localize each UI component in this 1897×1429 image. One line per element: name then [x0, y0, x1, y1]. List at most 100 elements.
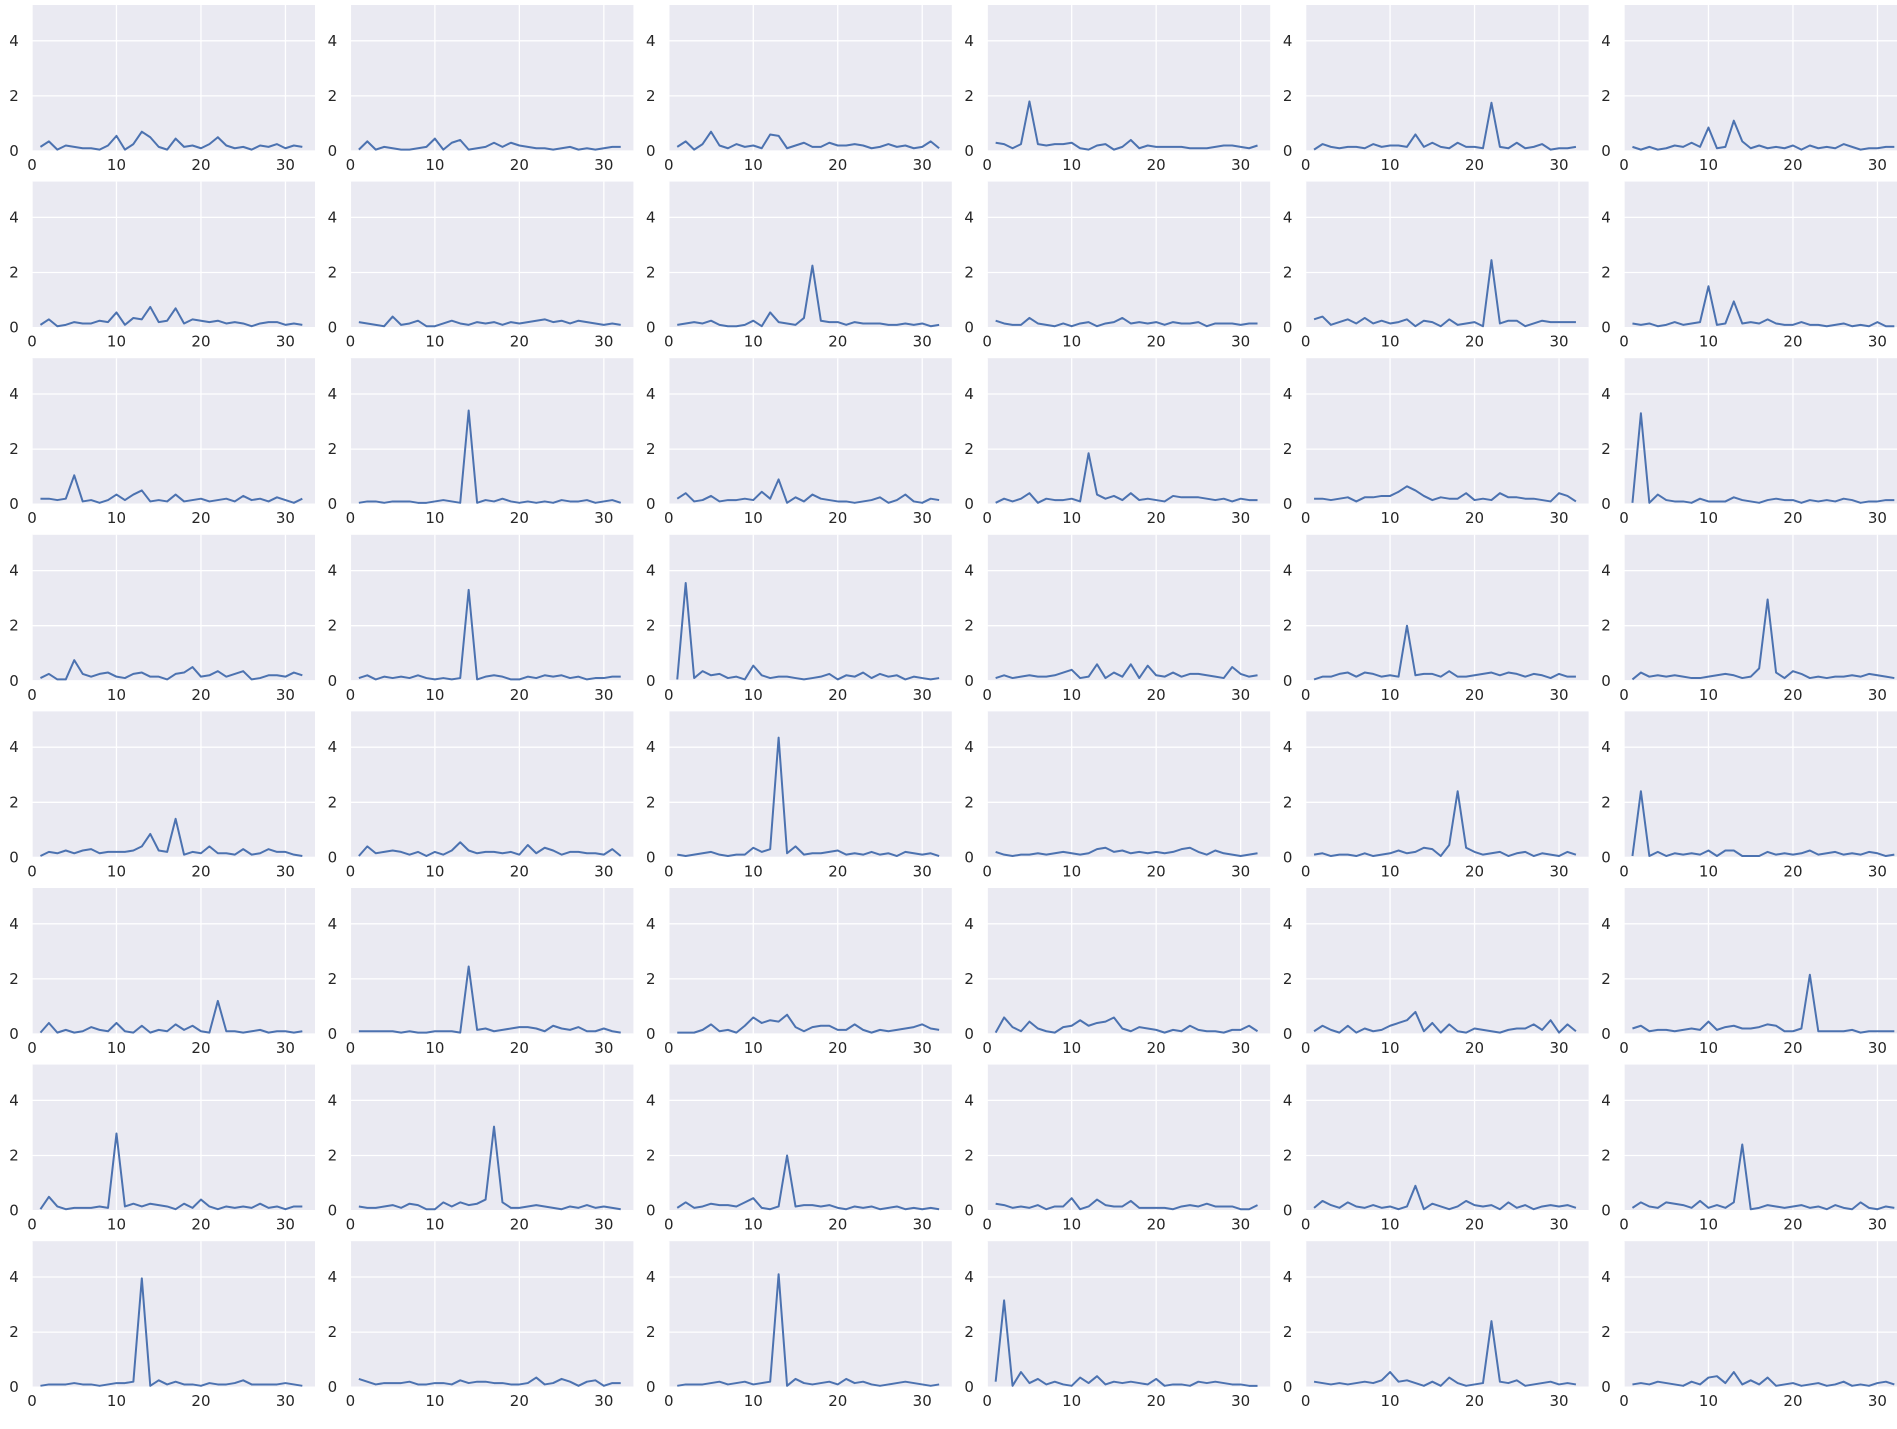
y-tick-label: 0 [328, 142, 338, 160]
plot-area [350, 888, 634, 1034]
x-tick-label: 0 [27, 1392, 37, 1410]
y-tick-label: 4 [328, 1091, 338, 1109]
x-tick-label: 0 [346, 1392, 356, 1410]
x-tick-label: 10 [425, 1216, 444, 1234]
x-tick-label: 20 [510, 156, 529, 174]
y-tick-label: 4 [9, 32, 19, 50]
y-tick-label: 2 [9, 440, 19, 458]
x-tick-label: 30 [1868, 686, 1887, 704]
y-tick-label: 0 [1283, 1202, 1293, 1220]
x-tick-label: 20 [1465, 1216, 1484, 1234]
panel-r5-c5: 0 10 20 30 0 2 4 [1283, 711, 1589, 880]
y-tick-label: 4 [328, 32, 338, 50]
y-tick-label: 2 [328, 264, 338, 282]
x-tick-label: 10 [744, 1392, 763, 1410]
series-line [995, 452, 1258, 504]
panel-r1-c2: 0 10 20 30 0 2 4 [328, 5, 634, 174]
plot-area [350, 5, 634, 151]
y-tick-label: 2 [1283, 1147, 1293, 1165]
y-tick-label: 0 [328, 672, 338, 690]
y-tick-label: 0 [964, 848, 974, 866]
plot-area [350, 358, 634, 505]
y-tick-label: 2 [328, 970, 338, 988]
series-line [358, 588, 621, 681]
x-tick-label: 0 [982, 1039, 992, 1057]
series-line [40, 474, 303, 504]
x-tick-label: 0 [1619, 156, 1629, 174]
x-tick-label: 30 [594, 686, 613, 704]
x-tick-label: 20 [510, 1392, 529, 1410]
x-tick-label: 0 [346, 686, 356, 704]
y-tick-label: 4 [9, 385, 19, 403]
y-tick-label: 2 [964, 1323, 974, 1341]
y-tick-label: 0 [646, 1025, 656, 1043]
x-tick-label: 10 [744, 862, 763, 880]
y-tick-label: 0 [328, 495, 338, 513]
x-tick-label: 20 [1465, 686, 1484, 704]
x-tick-label: 0 [1301, 862, 1311, 880]
x-tick-label: 20 [191, 862, 210, 880]
x-tick-label: 10 [425, 509, 444, 527]
x-tick-label: 10 [107, 333, 126, 351]
panel-r6-c1: 0 10 20 30 0 2 4 [9, 888, 315, 1057]
series-line [1314, 485, 1577, 503]
y-tick-label: 0 [964, 142, 974, 160]
series-line [1631, 598, 1895, 681]
x-tick-label: 30 [594, 156, 613, 174]
x-tick-label: 0 [27, 333, 37, 351]
x-tick-label: 30 [1549, 1216, 1568, 1234]
series-line [995, 846, 1258, 858]
y-tick-label: 2 [1283, 440, 1293, 458]
y-tick-label: 0 [1601, 1025, 1611, 1043]
y-tick-label: 2 [964, 87, 974, 105]
y-tick-label: 0 [9, 1378, 19, 1396]
plot-area [1305, 711, 1589, 858]
x-tick-label: 0 [664, 156, 674, 174]
x-tick-label: 0 [27, 686, 37, 704]
x-tick-label: 30 [913, 333, 932, 351]
y-tick-label: 0 [1601, 848, 1611, 866]
y-tick-label: 4 [964, 208, 974, 226]
panel-r4-c4: 0 10 20 30 0 2 4 [964, 534, 1271, 704]
y-tick-label: 2 [1601, 440, 1611, 458]
panel-r3-c4: 0 10 20 30 0 2 4 [964, 358, 1271, 527]
panel-r2-c1: 0 10 20 30 0 2 4 [9, 181, 315, 351]
x-tick-label: 20 [1783, 509, 1802, 527]
x-tick-label: 10 [1381, 686, 1400, 704]
x-tick-label: 30 [594, 509, 613, 527]
x-tick-label: 0 [1619, 509, 1629, 527]
x-tick-label: 20 [191, 156, 210, 174]
plot-area [1305, 358, 1589, 505]
series-line [1631, 790, 1895, 858]
panel-r6-c5: 0 10 20 30 0 2 4 [1283, 888, 1589, 1057]
x-tick-label: 10 [1381, 1392, 1400, 1410]
x-tick-label: 30 [276, 156, 295, 174]
y-tick-label: 4 [646, 738, 656, 756]
x-tick-label: 30 [1868, 333, 1887, 351]
x-tick-label: 10 [107, 862, 126, 880]
y-tick-label: 4 [1283, 738, 1293, 756]
x-tick-label: 20 [828, 1392, 847, 1410]
series-line [358, 1376, 621, 1387]
x-tick-label: 0 [27, 1216, 37, 1234]
y-tick-label: 4 [964, 738, 974, 756]
x-tick-label: 30 [276, 686, 295, 704]
x-tick-label: 10 [744, 686, 763, 704]
y-tick-label: 2 [646, 1323, 656, 1341]
panel-r6-c6: 0 10 20 30 0 2 4 [1601, 888, 1897, 1057]
x-tick-label: 10 [1699, 862, 1718, 880]
y-tick-label: 2 [1601, 793, 1611, 811]
x-tick-label: 10 [1699, 333, 1718, 351]
plot-area [32, 1241, 315, 1388]
x-tick-label: 0 [1301, 686, 1311, 704]
x-tick-label: 20 [1147, 1392, 1166, 1410]
y-tick-label: 0 [646, 1378, 656, 1396]
x-tick-label: 20 [1465, 156, 1484, 174]
plot-area [32, 711, 315, 858]
x-tick-label: 30 [1868, 509, 1887, 527]
y-tick-label: 0 [646, 495, 656, 513]
x-tick-label: 20 [1465, 1392, 1484, 1410]
plot-area [668, 358, 952, 505]
y-tick-label: 2 [1601, 617, 1611, 635]
y-tick-label: 2 [328, 793, 338, 811]
